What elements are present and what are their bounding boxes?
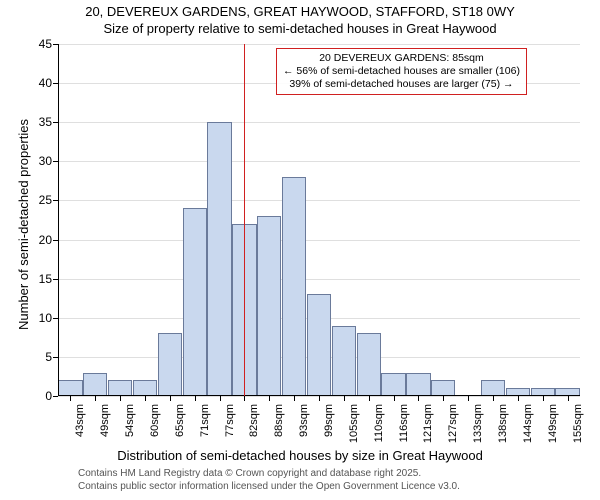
y-tick-label: 20 xyxy=(28,233,52,247)
y-tick-label: 40 xyxy=(28,76,52,90)
grid-line xyxy=(58,161,580,162)
axis-line xyxy=(58,44,59,396)
histogram-bar xyxy=(431,380,455,396)
x-tick xyxy=(518,396,519,401)
histogram-bar xyxy=(58,380,82,396)
histogram-bar xyxy=(133,380,157,396)
x-tick xyxy=(170,396,171,401)
title-line-1: 20, DEVEREUX GARDENS, GREAT HAYWOOD, STA… xyxy=(0,4,600,21)
histogram-bar xyxy=(357,333,381,396)
property-marker-line xyxy=(244,44,245,396)
x-tick-label: 82sqm xyxy=(248,404,260,454)
x-tick-label: 144sqm xyxy=(522,404,534,454)
x-tick-label: 110sqm xyxy=(373,404,385,454)
x-tick xyxy=(443,396,444,401)
histogram-bar xyxy=(108,380,132,396)
histogram-bar xyxy=(207,122,231,396)
x-tick-label: 121sqm xyxy=(422,404,434,454)
histogram-bar xyxy=(257,216,281,396)
x-tick xyxy=(543,396,544,401)
y-tick-label: 30 xyxy=(28,154,52,168)
chart-title: 20, DEVEREUX GARDENS, GREAT HAYWOOD, STA… xyxy=(0,4,600,38)
histogram-bar xyxy=(158,333,182,396)
y-tick xyxy=(53,396,58,397)
x-tick-label: 60sqm xyxy=(149,404,161,454)
y-axis-label: Number of semi-detached properties xyxy=(16,119,31,330)
y-tick-label: 15 xyxy=(28,272,52,286)
histogram-bar xyxy=(481,380,505,396)
x-tick xyxy=(369,396,370,401)
chart-container: 20, DEVEREUX GARDENS, GREAT HAYWOOD, STA… xyxy=(0,0,600,500)
footer-attribution: Contains HM Land Registry data © Crown c… xyxy=(78,468,460,493)
x-tick-label: 105sqm xyxy=(348,404,360,454)
x-tick-label: 138sqm xyxy=(497,404,509,454)
y-tick-label: 5 xyxy=(28,350,52,364)
grid-line xyxy=(58,122,580,123)
x-tick xyxy=(344,396,345,401)
x-tick xyxy=(319,396,320,401)
y-tick-label: 35 xyxy=(28,115,52,129)
x-tick xyxy=(568,396,569,401)
x-tick-label: 43sqm xyxy=(74,404,86,454)
x-tick-label: 155sqm xyxy=(572,404,584,454)
footer-line-2: Contains public sector information licen… xyxy=(78,481,460,494)
annotation-line: 20 DEVEREUX GARDENS: 85sqm xyxy=(283,52,520,65)
footer-line-1: Contains HM Land Registry data © Crown c… xyxy=(78,468,460,481)
x-tick xyxy=(244,396,245,401)
x-tick xyxy=(195,396,196,401)
x-tick xyxy=(493,396,494,401)
histogram-bar xyxy=(332,326,356,396)
x-tick-label: 71sqm xyxy=(199,404,211,454)
histogram-bar xyxy=(183,208,207,396)
x-tick-label: 93sqm xyxy=(298,404,310,454)
x-tick-label: 99sqm xyxy=(323,404,335,454)
x-tick xyxy=(294,396,295,401)
x-tick xyxy=(269,396,270,401)
x-tick-label: 49sqm xyxy=(99,404,111,454)
grid-line xyxy=(58,279,580,280)
histogram-bar xyxy=(307,294,331,396)
x-tick xyxy=(145,396,146,401)
grid-line xyxy=(58,200,580,201)
histogram-bar xyxy=(282,177,306,396)
x-tick-label: 133sqm xyxy=(472,404,484,454)
annotation-line: ← 56% of semi-detached houses are smalle… xyxy=(283,65,520,78)
x-tick xyxy=(394,396,395,401)
title-line-2: Size of property relative to semi-detach… xyxy=(0,21,600,38)
x-tick xyxy=(468,396,469,401)
histogram-bar xyxy=(83,373,107,396)
property-annotation: 20 DEVEREUX GARDENS: 85sqm← 56% of semi-… xyxy=(276,48,527,95)
x-tick xyxy=(70,396,71,401)
x-tick-label: 88sqm xyxy=(273,404,285,454)
histogram-bar xyxy=(406,373,430,396)
x-tick-label: 116sqm xyxy=(398,404,410,454)
x-tick-label: 127sqm xyxy=(447,404,459,454)
axis-line xyxy=(58,395,580,396)
x-tick-label: 149sqm xyxy=(547,404,559,454)
grid-line xyxy=(58,44,580,45)
x-tick xyxy=(220,396,221,401)
x-tick xyxy=(120,396,121,401)
y-tick-label: 45 xyxy=(28,37,52,51)
plot-area xyxy=(58,44,580,396)
x-tick xyxy=(418,396,419,401)
x-tick-label: 65sqm xyxy=(174,404,186,454)
histogram-bar xyxy=(381,373,405,396)
grid-line xyxy=(58,240,580,241)
x-tick-label: 77sqm xyxy=(224,404,236,454)
annotation-line: 39% of semi-detached houses are larger (… xyxy=(283,78,520,91)
y-tick-label: 25 xyxy=(28,193,52,207)
y-tick-label: 10 xyxy=(28,311,52,325)
x-tick-label: 54sqm xyxy=(124,404,136,454)
x-tick xyxy=(95,396,96,401)
y-tick-label: 0 xyxy=(28,389,52,403)
